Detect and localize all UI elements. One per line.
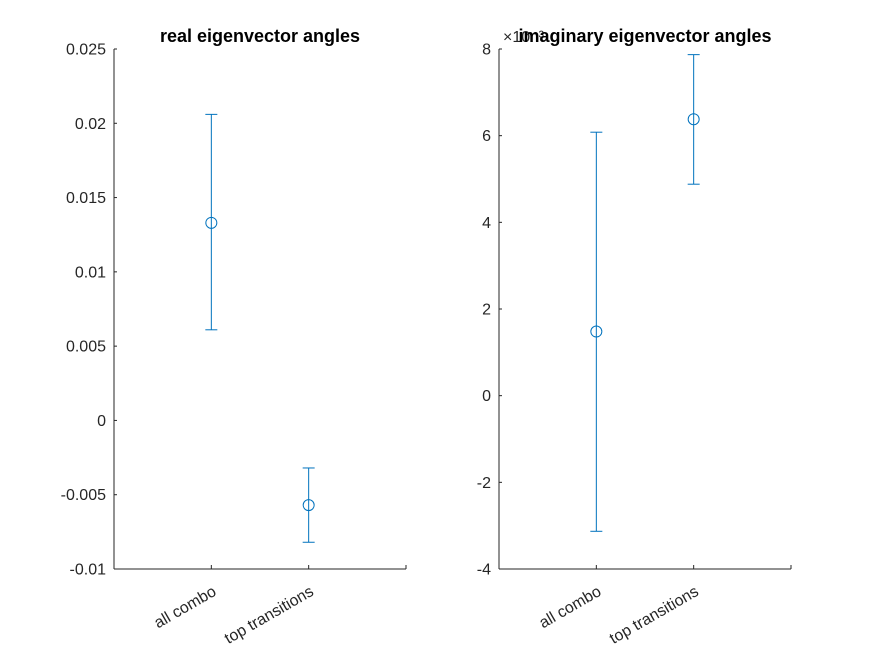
y-tick-label: 0.005 xyxy=(66,339,106,356)
chart-title: real eigenvector angles xyxy=(160,26,360,46)
y-tick-label: -0.005 xyxy=(61,487,106,504)
right-axes-imaginary-eigenvector-angles: -4 -2 0 2 4 6 8 all combo top transitions ×10⁻³im… xyxy=(477,26,792,648)
chart-title: imaginary eigenvector angles xyxy=(518,26,771,46)
y-tick-label: 4 xyxy=(482,215,491,232)
x-tick-label: all combo xyxy=(152,583,220,632)
y-tick-label: 8 xyxy=(482,42,491,59)
y-tick-label: 0.015 xyxy=(66,190,106,207)
y-tick-label: 6 xyxy=(482,128,491,145)
x-tick-label: top transitions xyxy=(607,583,702,648)
y-tick-label: 0.02 xyxy=(75,116,106,133)
left-axes-real-eigenvector-angles: -0.01 -0.005 0 0.005 0.01 0.015 0.02 0.025 all c… xyxy=(61,26,407,648)
data-point-marker xyxy=(687,113,700,126)
y-tick-label: 2 xyxy=(482,302,491,319)
y-tick-label: 0.025 xyxy=(66,42,106,59)
y-tick-label: -2 xyxy=(477,475,491,492)
y-tick-label: -4 xyxy=(477,562,491,579)
y-tick-label: -0.01 xyxy=(70,562,107,579)
data-point-marker xyxy=(302,499,315,512)
x-tick-label: top transitions xyxy=(222,583,317,648)
x-tick-label: all combo xyxy=(537,583,605,632)
data-point-marker xyxy=(205,216,218,229)
y-tick-label: 0 xyxy=(482,388,491,405)
y-tick-label: 0.01 xyxy=(75,264,106,281)
y-tick-label: 0 xyxy=(97,413,106,430)
data-point-marker xyxy=(590,325,603,338)
y-exponent-label: ×10⁻³ xyxy=(503,29,545,46)
